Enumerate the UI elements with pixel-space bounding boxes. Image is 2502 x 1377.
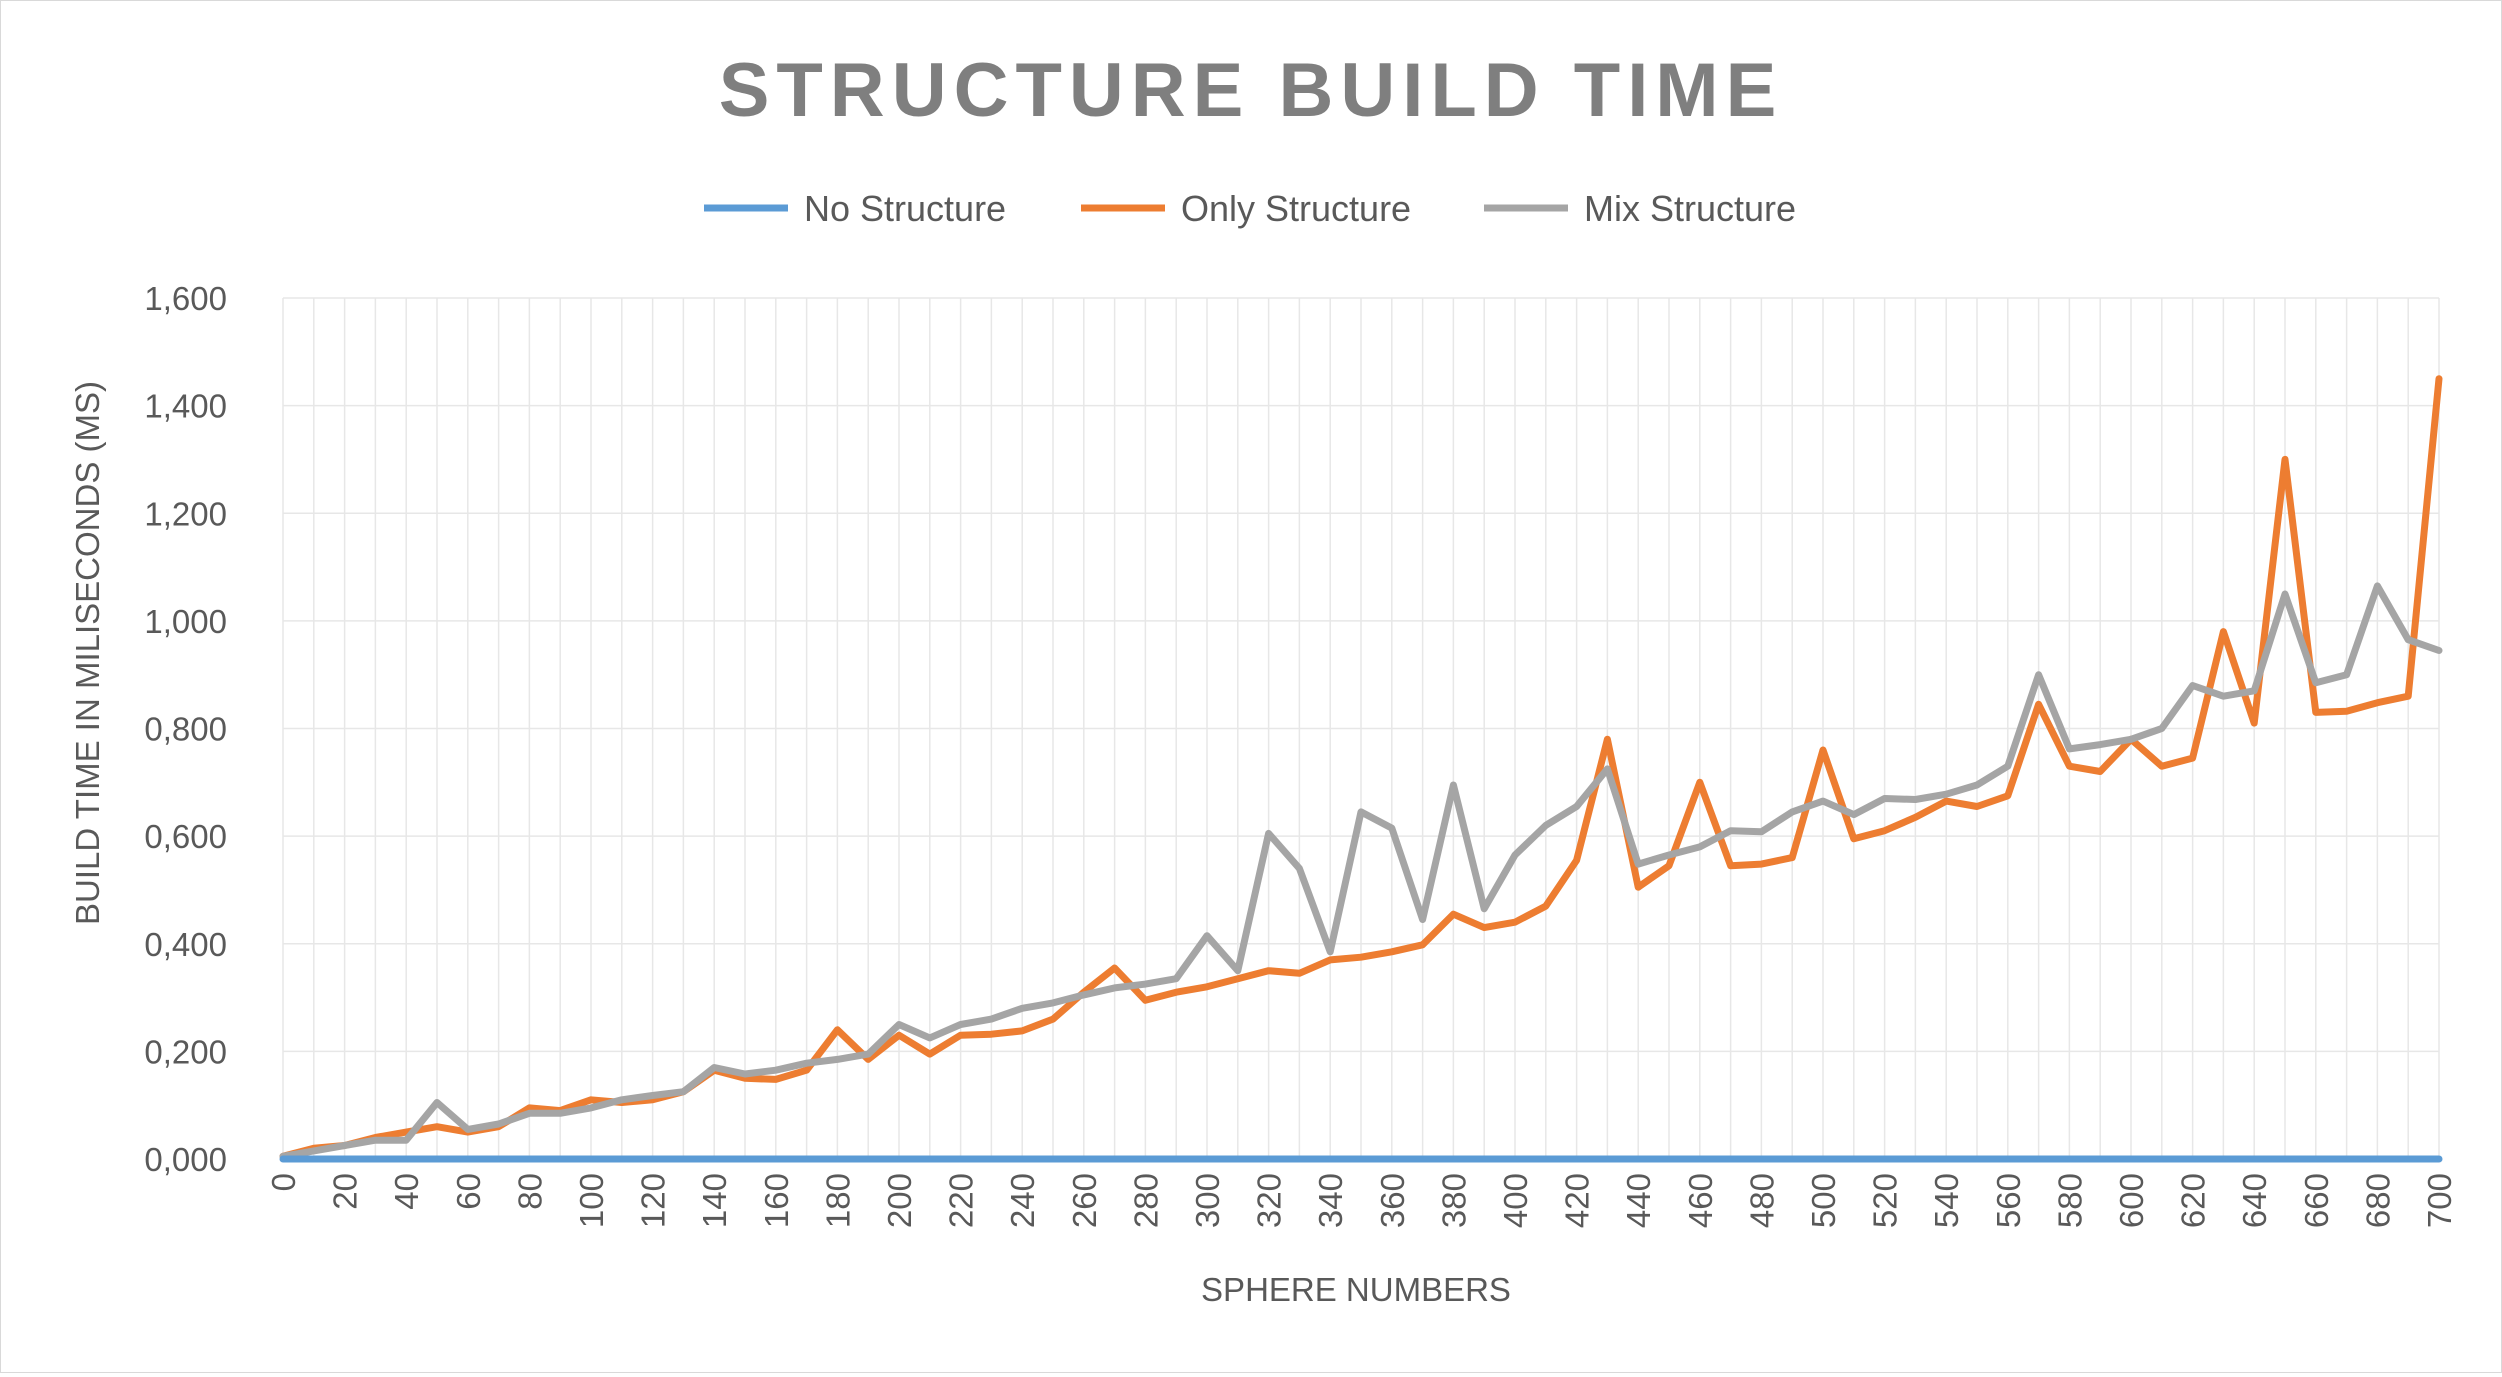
x-tick-label: 680	[2359, 1173, 2396, 1228]
x-tick-label: 60	[450, 1173, 487, 1210]
x-tick-label: 460	[1682, 1173, 1719, 1228]
x-tick-label: 340	[1312, 1173, 1349, 1228]
x-tick-label: 360	[1374, 1173, 1411, 1228]
x-tick-label: 640	[2236, 1173, 2273, 1228]
x-tick-label: 200	[881, 1173, 918, 1228]
x-tick-label: 700	[2421, 1173, 2458, 1228]
chart-title: STRUCTURE BUILD TIME	[719, 48, 1784, 133]
x-axis-title: SPHERE NUMBERS	[1201, 1271, 1511, 1308]
x-tick-label: 660	[2298, 1173, 2335, 1228]
x-tick-label: 480	[1743, 1173, 1780, 1228]
legend-label: No Structure	[804, 188, 1006, 229]
legend: No Structure Only Structure Mix Structure	[704, 188, 1796, 229]
y-tick-label: 1,200	[144, 495, 227, 532]
x-tick-label: 520	[1867, 1173, 1904, 1228]
x-tick-label: 160	[758, 1173, 795, 1228]
x-tick-label: 440	[1620, 1173, 1657, 1228]
x-tick-label: 120	[635, 1173, 672, 1228]
x-tick-label: 540	[1928, 1173, 1965, 1228]
x-tick-label: 300	[1189, 1173, 1226, 1228]
x-tick-label: 500	[1805, 1173, 1842, 1228]
y-tick-label: 0,000	[144, 1141, 227, 1178]
x-tick-label: 20	[327, 1173, 364, 1210]
x-tick-label: 100	[573, 1173, 610, 1228]
x-tick-label: 240	[1004, 1173, 1041, 1228]
y-tick-label: 1,600	[144, 280, 227, 317]
legend-label: Only Structure	[1181, 188, 1411, 229]
x-tick-label: 260	[1066, 1173, 1103, 1228]
series-line-mix-structure	[279, 582, 2443, 1160]
x-tick-label: 80	[511, 1173, 548, 1210]
x-tick-label: 380	[1435, 1173, 1472, 1228]
x-tick-label: 560	[1990, 1173, 2027, 1228]
y-tick-label: 0,600	[144, 818, 227, 855]
x-tick-label: 600	[2113, 1173, 2150, 1228]
series-line-only-structure	[279, 375, 2443, 1160]
x-tick-label: 0	[265, 1173, 302, 1191]
y-tick-label: 0,200	[144, 1033, 227, 1070]
series-lines	[279, 375, 2443, 1163]
x-tick-label: 180	[819, 1173, 856, 1228]
legend-label: Mix Structure	[1584, 188, 1796, 229]
x-tick-label: 320	[1251, 1173, 1288, 1228]
x-tick-label: 140	[696, 1173, 733, 1228]
y-tick-label: 1,000	[144, 603, 227, 640]
gridlines	[282, 297, 2440, 1160]
x-axis-tick-labels: 0 20 40 60 80 100 120 140 160 180 200 220 240 260 280 3…	[265, 1173, 2458, 1228]
x-tick-label: 220	[943, 1173, 980, 1228]
x-tick-label: 280	[1127, 1173, 1164, 1228]
x-tick-label: 400	[1497, 1173, 1534, 1228]
x-tick-label: 420	[1559, 1173, 1596, 1228]
y-tick-label: 1,400	[144, 388, 227, 425]
x-tick-label: 620	[2175, 1173, 2212, 1228]
y-axis-tick-labels: 0,000 0,200 0,400 0,600 0,800 1,000 1,200 1,400…	[144, 280, 227, 1178]
y-axis-title: BUILD TIME IN MILISECONDS (MS)	[69, 381, 106, 925]
y-tick-label: 0,800	[144, 711, 227, 748]
y-tick-label: 0,400	[144, 926, 227, 963]
x-tick-label: 580	[2051, 1173, 2088, 1228]
x-tick-label: 40	[388, 1173, 425, 1210]
